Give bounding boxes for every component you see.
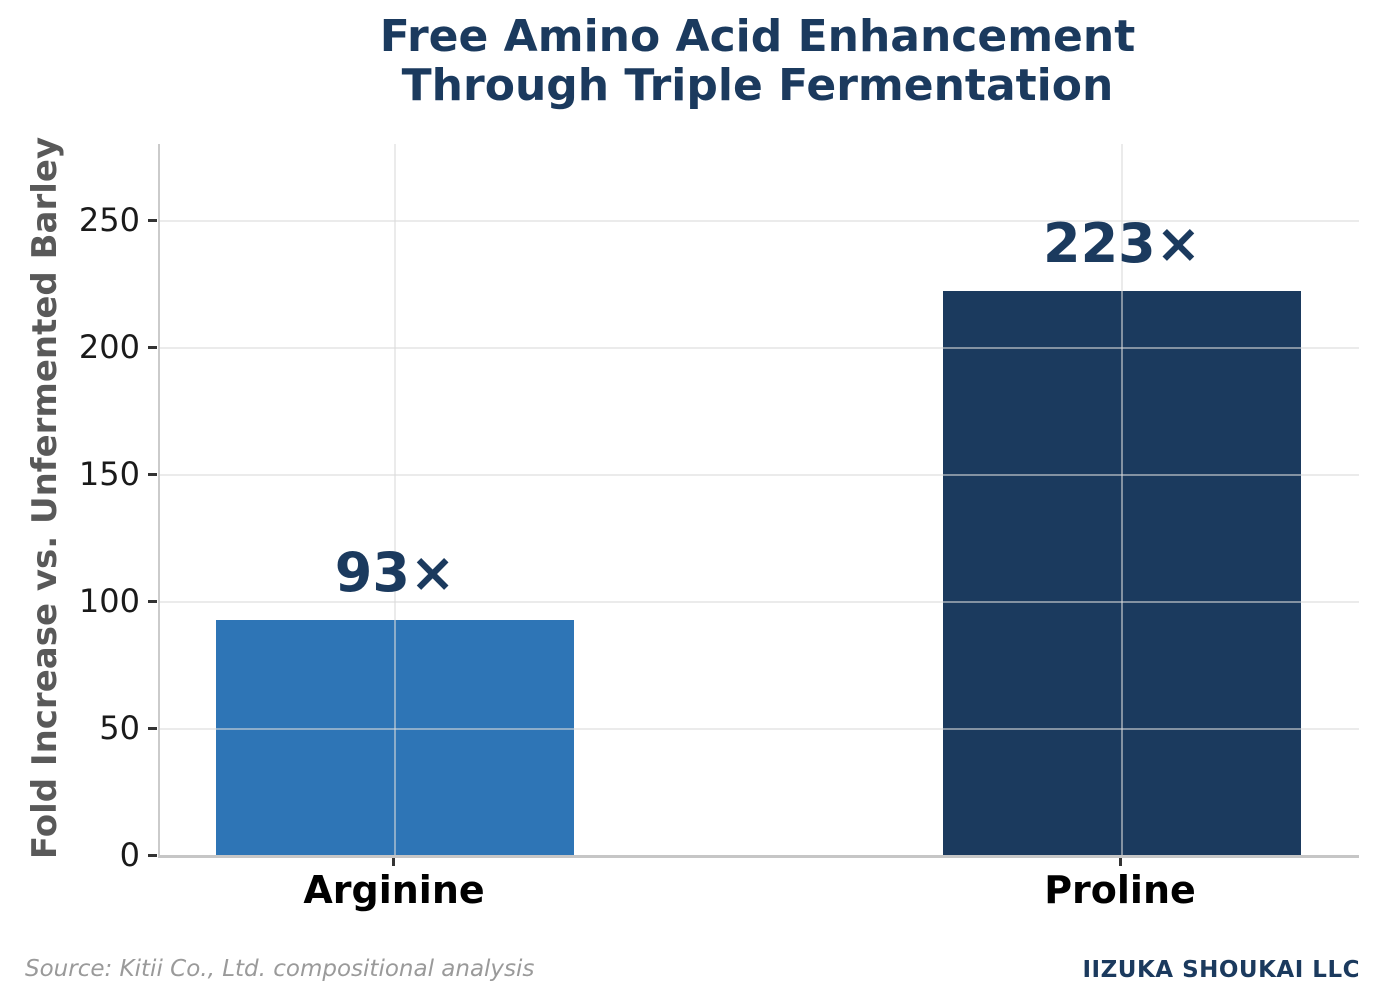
- gridline-50: [160, 728, 1359, 730]
- y-tick-label-250: 250: [78, 201, 140, 239]
- chart-title-line2: Through Triple Fermentation: [401, 60, 1114, 112]
- y-tick-mark: [148, 854, 157, 857]
- y-tick-mark: [148, 727, 157, 730]
- y-tick-label-200: 200: [78, 328, 140, 366]
- y-tick-label-50: 50: [99, 709, 140, 747]
- y-tick-mark: [148, 600, 157, 603]
- y-tick-label-0: 0: [119, 836, 140, 874]
- bar-value-arginine: 93×: [334, 541, 456, 604]
- gridline-150: [160, 474, 1359, 476]
- source-note: Source: Kitii Co., Ltd. compositional an…: [25, 956, 535, 982]
- bar-value-proline: 223×: [1043, 212, 1201, 275]
- plot-area: 93× 223×: [158, 144, 1359, 858]
- x-category-label-arginine: Arginine: [303, 868, 485, 912]
- y-tick-mark: [148, 473, 157, 476]
- y-tick-mark: [148, 219, 157, 222]
- company-name: IIZUKA SHOUKAI LLC: [1082, 957, 1360, 983]
- y-tick-label-150: 150: [78, 455, 140, 493]
- gridline-100: [160, 601, 1359, 603]
- y-tick-mark: [148, 346, 157, 349]
- chart-title: Free Amino Acid Enhancement Through Trip…: [158, 12, 1357, 111]
- x-category-label-proline: Proline: [1044, 868, 1196, 912]
- y-axis-label: Fold Increase vs. Unfermented Barley: [25, 136, 65, 860]
- gridline-proline-center: [1121, 144, 1123, 855]
- chart-title-line1: Free Amino Acid Enhancement: [379, 11, 1136, 62]
- x-tick-mark: [1119, 857, 1122, 866]
- gridline-250: [160, 220, 1359, 222]
- x-tick-mark: [392, 857, 395, 866]
- y-tick-label-100: 100: [78, 582, 140, 620]
- gridline-arginine-center: [394, 144, 396, 855]
- gridline-200: [160, 347, 1359, 349]
